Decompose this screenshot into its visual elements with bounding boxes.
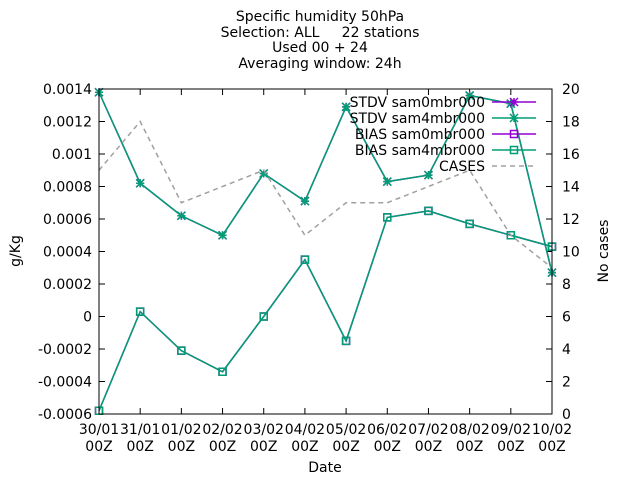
data-point xyxy=(218,367,227,376)
legend-label: CASES xyxy=(439,159,485,175)
series-layer xyxy=(94,87,557,415)
legend-label: STDV sam4mbr000 xyxy=(350,111,485,127)
data-point xyxy=(176,211,186,221)
data-point xyxy=(423,170,433,180)
chart-subtitle-2: Used 00 + 24 xyxy=(272,40,368,56)
x-tick-label: 07/02 00Z xyxy=(408,422,448,455)
series-line xyxy=(98,91,553,273)
y-tick-label: -0.0006 xyxy=(38,407,92,423)
data-point xyxy=(465,90,475,101)
legend-label: BIAS sam0mbr000 xyxy=(355,127,485,143)
y-tick-label: 0.001 xyxy=(52,147,92,163)
series-bias-sam4mbr000 xyxy=(94,206,557,415)
y-tick-label: 0.0002 xyxy=(43,277,92,293)
series-line xyxy=(98,120,553,269)
x-tick-label: 31/01 00Z xyxy=(120,422,160,455)
x-tick-label: 01/02 00Z xyxy=(161,422,201,455)
data-point xyxy=(135,178,145,188)
data-point xyxy=(259,312,268,321)
y2-tick-label: 20 xyxy=(562,82,580,98)
legend-label: STDV sam0mbr000 xyxy=(350,95,485,111)
y-tick-label: 0.0004 xyxy=(43,245,92,261)
data-point xyxy=(177,346,186,355)
y2-axis-label: No cases xyxy=(596,220,612,283)
y2-tick-label: 16 xyxy=(562,147,580,163)
series-stdv-sam0mbr000 xyxy=(94,87,557,278)
data-point xyxy=(341,336,351,346)
y-tick-label: -0.0004 xyxy=(38,375,92,391)
data-point xyxy=(300,196,310,206)
x-tick-label: 06/02 00Z xyxy=(367,422,407,455)
data-point xyxy=(509,145,519,155)
y2-tick-label: 6 xyxy=(562,310,571,326)
series-bias-sam0mbr000 xyxy=(94,206,557,415)
data-point xyxy=(383,213,392,222)
chart-subtitle-1: Selection: ALL 22 stations xyxy=(220,24,420,41)
legend-label: BIAS sam4mbr000 xyxy=(355,143,485,159)
data-point xyxy=(218,230,228,240)
x-tick-label: 08/02 00Z xyxy=(449,422,489,455)
y2-tick-label: 10 xyxy=(562,245,580,261)
x-tick-label: 04/02 00Z xyxy=(285,422,325,455)
y-tick-label: -0.0002 xyxy=(38,342,92,358)
y2-tick-label: 0 xyxy=(562,407,571,423)
data-point xyxy=(509,129,519,139)
y-tick-label: 0.0012 xyxy=(43,115,92,131)
chart-title: Specific humidity 50hPa xyxy=(235,9,405,25)
y2-tick-label: 14 xyxy=(562,180,580,196)
data-point xyxy=(382,177,392,187)
data-point xyxy=(300,255,310,264)
y-tick-label: 0.0006 xyxy=(43,212,92,228)
y2-tick-label: 12 xyxy=(562,212,580,228)
x-tick-label: 05/02 00Z xyxy=(326,422,366,455)
y-tick-label: 0.0014 xyxy=(43,82,92,98)
plot-frame xyxy=(98,88,553,415)
x-tick-label: 10/02 00Z xyxy=(532,422,572,455)
y2-tick-label: 2 xyxy=(562,375,571,391)
y-tick-label: 0.0008 xyxy=(43,180,92,196)
data-point xyxy=(341,102,351,112)
data-point xyxy=(135,307,145,316)
y2-tick-label: 8 xyxy=(562,277,571,293)
series-stdv-sam4mbr000 xyxy=(94,87,557,278)
y-tick-label: 0 xyxy=(83,310,92,326)
data-point xyxy=(465,219,474,229)
y2-tick-label: 4 xyxy=(562,342,571,358)
series-line xyxy=(98,210,553,412)
x-tick-label: 02/02 00Z xyxy=(202,422,242,455)
chart-subtitle-3: Averaging window: 24h xyxy=(238,55,402,72)
chart-title-block: Specific humidity 50hPa Selection: ALL 2… xyxy=(0,9,640,72)
series-line xyxy=(98,210,553,412)
y-axis-label: g/Kg xyxy=(8,235,24,267)
x-tick-label: 09/02 00Z xyxy=(491,422,531,455)
x-tick-label: 03/02 00Z xyxy=(244,422,284,455)
axis-ticks-layer: -0.0006 -0.0004 -0.0002 0 0.0002 0.0004 0.0006… xyxy=(38,82,580,455)
data-point xyxy=(506,231,516,240)
data-point xyxy=(509,113,519,123)
data-point xyxy=(509,97,519,107)
x-axis-label: Date xyxy=(308,460,341,476)
x-tick-label: 30/01 00Z xyxy=(79,422,119,455)
data-point xyxy=(424,206,433,216)
series-cases xyxy=(98,120,553,269)
y2-tick-label: 18 xyxy=(562,115,580,131)
